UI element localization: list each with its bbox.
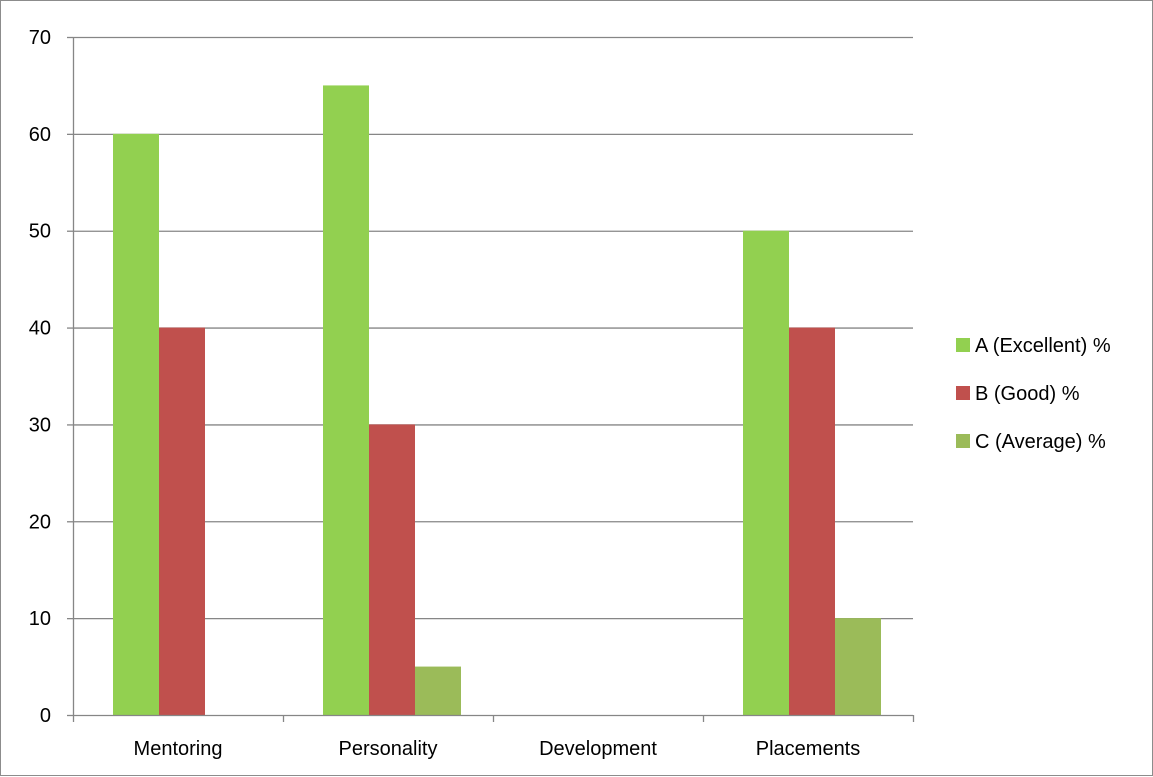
x-tick-label-personality: Personality — [339, 738, 438, 760]
y-tick-label: 30 — [29, 414, 51, 436]
legend-label: C (Average) % — [975, 431, 1106, 453]
bar-mentoring-series-1 — [113, 133, 159, 715]
y-tick-label: 70 — [29, 27, 51, 49]
bar-personality-series-3 — [415, 666, 461, 715]
legend-swatch — [956, 338, 970, 352]
bar-mentoring-series-2 — [159, 327, 205, 715]
legend-label: B (Good) % — [975, 383, 1080, 405]
y-tick-label: 10 — [29, 608, 51, 630]
legend-swatch — [956, 434, 970, 448]
y-tick-label: 50 — [29, 221, 51, 243]
legend: A (Excellent) % B (Good) % C (Average) % — [956, 335, 1111, 453]
y-tick-label: 60 — [29, 124, 51, 146]
x-axis-tick-labels: Mentoring Personality Development Placement… — [134, 738, 861, 760]
y-tick-label: 40 — [29, 318, 51, 340]
bar-placements-series-3 — [835, 618, 881, 715]
y-tick-label: 0 — [40, 705, 51, 727]
bar-personality-series-2 — [369, 424, 415, 715]
x-tick-label-placements: Placements — [756, 738, 861, 760]
bar-placements-series-1 — [743, 230, 789, 715]
x-tick-label-development: Development — [539, 738, 657, 760]
x-tick-label-mentoring: Mentoring — [134, 738, 223, 760]
bars — [113, 85, 881, 715]
bar-placements-series-2 — [789, 327, 835, 715]
axes — [67, 36, 915, 722]
legend-swatch — [956, 386, 970, 400]
bar-personality-series-1 — [323, 85, 369, 715]
legend-label: A (Excellent) % — [975, 335, 1111, 357]
y-tick-label: 20 — [29, 511, 51, 533]
gridlines — [73, 36, 913, 620]
y-axis-tick-labels: 0 10 20 30 40 50 60 70 — [29, 27, 51, 727]
